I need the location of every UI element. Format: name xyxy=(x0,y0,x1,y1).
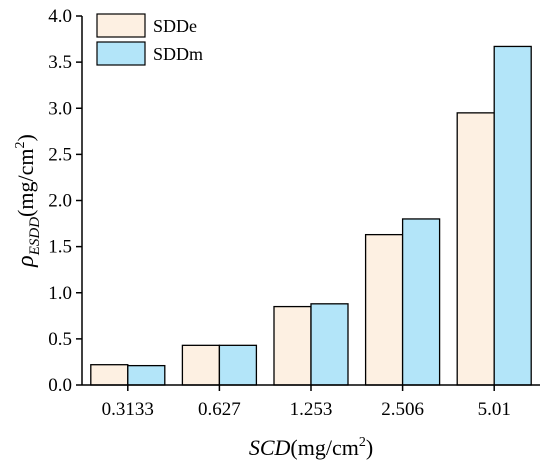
y-tick-label: 3.5 xyxy=(48,52,72,73)
x-axis-title-unit-close: ) xyxy=(366,435,373,460)
bar-sddm-0.627 xyxy=(218,344,258,386)
legend-label-sdde: SDDe xyxy=(153,16,197,36)
bar-sddm-1.253 xyxy=(310,303,349,386)
y-tick-label: 0.5 xyxy=(48,329,72,350)
x-tick-label: 2.506 xyxy=(381,399,424,420)
legend: SDDe SDDm xyxy=(96,13,203,66)
y-tick-label: 3.0 xyxy=(48,98,72,119)
x-axis-title-main: SCD xyxy=(249,435,291,460)
bar-sdde-0.627 xyxy=(181,344,221,386)
bar-sdde-2.506 xyxy=(364,233,404,386)
legend-swatch-sddm xyxy=(96,41,146,66)
x-axis-title-unit: (mg/cm xyxy=(290,435,358,460)
x-tick-label: 1.253 xyxy=(290,399,333,420)
x-tick-label: 5.01 xyxy=(478,399,511,420)
x-tick-label: 0.627 xyxy=(198,399,241,420)
x-ticks-group: 0.3133 0.627 1.253 2.506 5.01 xyxy=(102,385,511,420)
bar-sddm-2.506 xyxy=(401,218,441,386)
y-tick-label: 1.5 xyxy=(48,237,72,258)
y-axis-title: ρESDD(mg/cm2) xyxy=(13,134,43,268)
y-ticks-group: 0.0 0.5 1.0 1.5 2.0 2.5 3.0 3.5 4.0 xyxy=(48,6,82,396)
y-axis-title-main: ρ xyxy=(13,255,39,268)
y-axis-title-unit-sup: 2 xyxy=(13,142,28,149)
bar-sdde-0.3133 xyxy=(90,364,129,386)
y-tick-label: 2.5 xyxy=(48,144,72,165)
legend-label-sddm: SDDm xyxy=(153,44,203,64)
legend-swatch-sdde xyxy=(96,13,146,38)
x-tick-label: 0.3133 xyxy=(102,399,154,420)
x-axis-title-unit-sup: 2 xyxy=(359,435,366,450)
y-axis-title-unit-close: ) xyxy=(13,134,38,141)
x-axis-title: SCD(mg/cm2) xyxy=(249,435,373,460)
y-axis-title-unit: (mg/cm xyxy=(13,149,38,217)
y-tick-label: 1.0 xyxy=(48,283,72,304)
bars-group xyxy=(90,45,532,386)
bar-sddm-5.01 xyxy=(493,45,532,386)
y-tick-label: 0.0 xyxy=(48,375,72,396)
y-tick-label: 2.0 xyxy=(48,191,72,212)
y-axis-title-sub: ESDD xyxy=(27,217,43,256)
bar-sddm-0.3133 xyxy=(127,364,166,386)
y-tick-label: 4.0 xyxy=(48,6,72,27)
bar-sdde-1.253 xyxy=(273,305,312,386)
bar-sdde-5.01 xyxy=(456,112,495,386)
